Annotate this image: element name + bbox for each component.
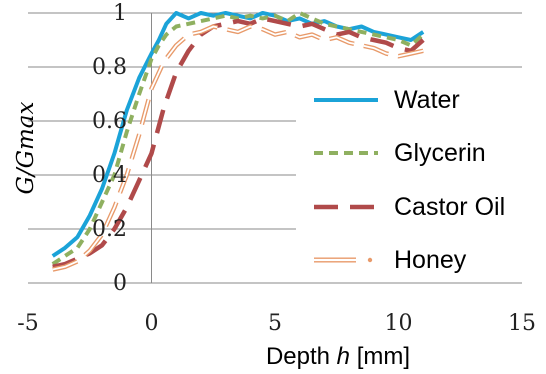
x-tick-label: 0 [145,311,159,336]
y-tick-label: 0.8 [92,55,127,80]
x-axis-label: Depth h [mm] [266,343,410,370]
x-tick-label: 15 [508,311,536,336]
legend-label-water: Water [394,86,460,114]
legend-item-castor-oil: Castor Oil [314,193,505,221]
legend: Water Glycerin Castor Oil Honey [296,78,522,274]
series-line-water [51,11,425,258]
legend-item-glycerin: Glycerin [314,139,486,167]
x-tick-label: -5 [17,311,38,336]
y-tick-label: 1 [113,1,127,26]
tick-labels: 0 0.2 0.4 0.6 0.8 1 -5 0 5 10 15 [17,1,536,336]
y-tick-label: 0.6 [92,109,127,134]
x-tick-label: 10 [385,311,413,336]
y-axis-label: G/Gmax [13,101,39,194]
legend-label-castor-oil: Castor Oil [394,193,505,221]
series-line-castor-oil [52,16,425,269]
legend-swatch-honey-dot [367,257,373,263]
series-lines [51,11,425,272]
x-tick-label: 5 [268,311,282,336]
y-tick-label: 0 [113,271,127,296]
legend-label-glycerin: Glycerin [394,139,486,167]
legend-item-water: Water [314,86,460,114]
y-tick-label: 0.4 [92,163,127,188]
y-tick-label: 0.2 [92,217,127,242]
legend-label-honey: Honey [394,246,467,274]
series-line-glycerin [51,11,425,266]
series-line-honey-inner [52,25,424,271]
legend-item-honey: Honey [314,246,467,274]
